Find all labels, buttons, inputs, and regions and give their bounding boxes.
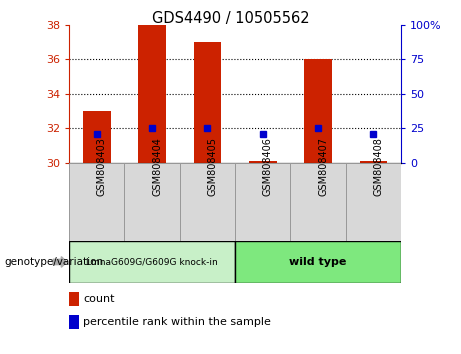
Text: GSM808405: GSM808405 [207,137,218,196]
Text: GSM808404: GSM808404 [152,137,162,196]
Bar [235,163,290,241]
Bar [69,163,124,241]
Text: genotype/variation: genotype/variation [5,257,104,267]
Bar [194,42,221,163]
Text: wild type: wild type [290,257,347,267]
Bar [180,163,235,241]
Bar [124,163,180,241]
Text: percentile rank within the sample: percentile rank within the sample [83,317,271,327]
Text: GSM808406: GSM808406 [263,137,273,196]
Bar [249,161,277,163]
Bar [290,163,346,241]
Bar [138,25,166,163]
Bar [304,59,332,163]
Bar [360,161,387,163]
Text: GSM808408: GSM808408 [373,137,384,196]
Text: LmnaG609G/G609G knock-in: LmnaG609G/G609G knock-in [86,257,218,267]
Bar [235,241,401,283]
Bar [69,241,235,283]
Text: GDS4490 / 10505562: GDS4490 / 10505562 [152,11,309,25]
Text: GSM808407: GSM808407 [318,137,328,196]
Bar [83,111,111,163]
Text: count: count [83,294,114,304]
Bar [346,163,401,241]
Text: GSM808403: GSM808403 [97,137,107,196]
